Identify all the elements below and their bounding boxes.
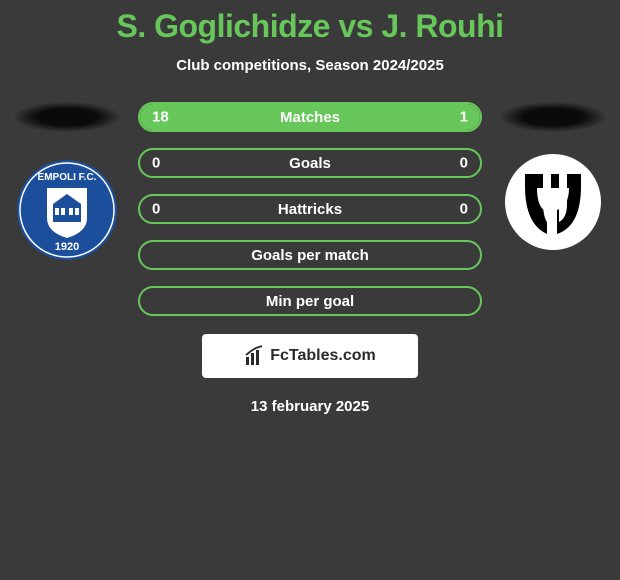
stat-fill-right: [405, 104, 480, 130]
page-title: S. Goglichidze vs J. Rouhi: [0, 8, 620, 45]
juventus-badge-icon: [503, 152, 603, 252]
club-badge-juventus: [503, 152, 603, 252]
player-shadow-left: [14, 102, 120, 132]
comparison-card: S. Goglichidze vs J. Rouhi Club competit…: [0, 0, 620, 415]
stat-fill-left: [140, 104, 405, 130]
stat-value-right: 0: [460, 155, 468, 172]
svg-text:1920: 1920: [55, 241, 79, 253]
brand-box[interactable]: FcTables.com: [202, 334, 418, 378]
main-row: EMPOLI F.C. 1920 18 1 Matches 0 0 Goals 0 0 Hatt…: [0, 102, 620, 316]
stat-row: 0 0 Goals: [138, 148, 482, 178]
stat-label: Min per goal: [266, 293, 354, 310]
stats-column: 18 1 Matches 0 0 Goals 0 0 Hattricks Goals per ma…: [138, 102, 482, 316]
left-player-col: EMPOLI F.C. 1920: [14, 102, 120, 260]
svg-text:EMPOLI F.C.: EMPOLI F.C.: [38, 172, 97, 183]
stat-label: Goals: [289, 155, 331, 172]
stat-label: Hattricks: [278, 201, 342, 218]
stat-row: 18 1 Matches: [138, 102, 482, 132]
right-player-col: [500, 102, 606, 252]
stat-row: Goals per match: [138, 240, 482, 270]
club-badge-empoli: EMPOLI F.C. 1920: [17, 160, 117, 260]
page-subtitle: Club competitions, Season 2024/2025: [0, 57, 620, 74]
stat-value-right: 0: [460, 201, 468, 218]
stat-label: Matches: [280, 109, 340, 126]
player-shadow-right: [500, 102, 606, 132]
stat-value-left: 0: [152, 155, 160, 172]
stat-value-right: 1: [460, 109, 468, 126]
stat-row: 0 0 Hattricks: [138, 194, 482, 224]
brand-label: FcTables.com: [270, 347, 376, 365]
stat-value-left: 18: [152, 109, 169, 126]
stat-value-left: 0: [152, 201, 160, 218]
stat-label: Goals per match: [251, 247, 369, 264]
stat-row: Min per goal: [138, 286, 482, 316]
date-text: 13 february 2025: [0, 398, 620, 415]
chart-icon: [244, 345, 266, 367]
empoli-badge-icon: EMPOLI F.C. 1920: [17, 160, 117, 260]
